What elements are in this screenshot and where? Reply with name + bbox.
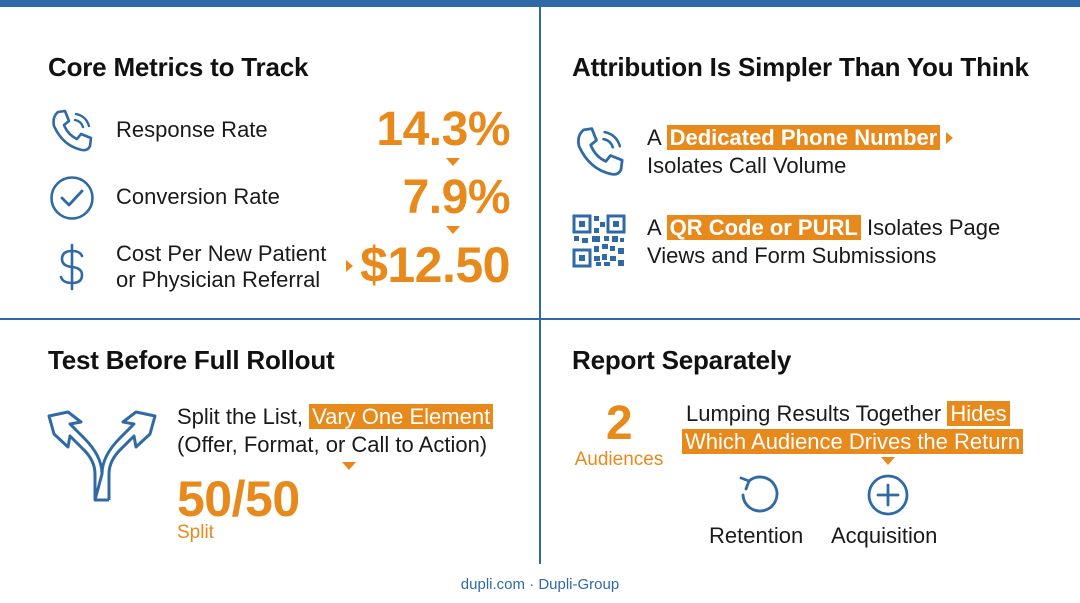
footer-text[interactable]: dupli.com · Dupli-Group [460, 576, 620, 593]
qr-attribution-prefix: A [647, 215, 661, 240]
qr-purl-highlight: QR Code or PURL [666, 215, 861, 240]
response-rate-marker [446, 158, 460, 166]
audiences-count: 2 [605, 397, 633, 450]
phone-icon [52, 109, 93, 152]
split-arrows-icon [47, 410, 157, 502]
audiences-caption: Audiences [574, 449, 664, 470]
conversion-rate-marker [446, 226, 460, 234]
split-value: 50/50 [177, 471, 300, 527]
plus-circle-icon [867, 474, 909, 516]
qr-attribution-suffix: Isolates Page [866, 215, 1001, 240]
horizontal-divider [0, 318, 1080, 320]
acquisition-label: Acquisition [831, 523, 938, 548]
report-line2: Which Audience Drives the Return [682, 428, 1024, 456]
test-marker [342, 462, 356, 470]
refresh-icon [739, 475, 779, 513]
checkmark-circle-icon [50, 176, 94, 220]
qr-attribution-line2: Views and Form Submissions [647, 243, 937, 268]
retention-label: Retention [709, 523, 804, 548]
hides-highlight: Hides [947, 401, 1010, 426]
split-caption: Split [177, 522, 214, 543]
test-line1-prefix: Split the List, [177, 404, 303, 429]
conversion-rate-label: Conversion Rate [116, 184, 280, 209]
phone-attribution-prefix: A [647, 125, 661, 150]
report-marker [881, 457, 895, 465]
test-title: Test Before Full Rollout [48, 345, 335, 375]
test-line1: Split the List, Vary One Element [177, 403, 494, 431]
dollar-icon [59, 243, 84, 291]
cost-per-patient-value: $12.50 [360, 237, 510, 293]
attribution-title: Attribution Is Simpler Than You Think [572, 52, 1029, 82]
core-metrics-title: Core Metrics to Track [48, 52, 309, 82]
test-line2: (Offer, Format, or Call to Action) [177, 432, 488, 457]
report-line1-prefix: Lumping Results Together [686, 401, 942, 426]
attribution-phone-icon [577, 127, 624, 176]
phone-attribution-line1: A Dedicated Phone Number [647, 124, 941, 152]
vertical-divider [539, 7, 541, 564]
cost-per-patient-label-line2: or Physician Referral [116, 267, 321, 292]
response-rate-value: 14.3% [376, 103, 510, 156]
conversion-rate-value: 7.9% [402, 171, 511, 224]
cost-marker [346, 260, 353, 272]
phone-attribution-marker [946, 132, 953, 144]
response-rate-label: Response Rate [116, 117, 268, 142]
report-title: Report Separately [572, 345, 792, 375]
phone-attribution-line2: Isolates Call Volume [647, 153, 847, 178]
which-audience-highlight: Which Audience Drives the Return [682, 429, 1024, 454]
vary-one-element-highlight: Vary One Element [309, 404, 494, 429]
top-accent-bar [0, 0, 1080, 7]
qr-attribution-line1: A QR Code or PURL Isolates Page [647, 214, 1000, 242]
cost-per-patient-label-line1: Cost Per New Patient [116, 241, 327, 266]
dedicated-phone-highlight: Dedicated Phone Number [666, 125, 941, 150]
qr-code-icon [572, 214, 626, 268]
report-line1: Lumping Results Together Hides [686, 400, 1010, 428]
